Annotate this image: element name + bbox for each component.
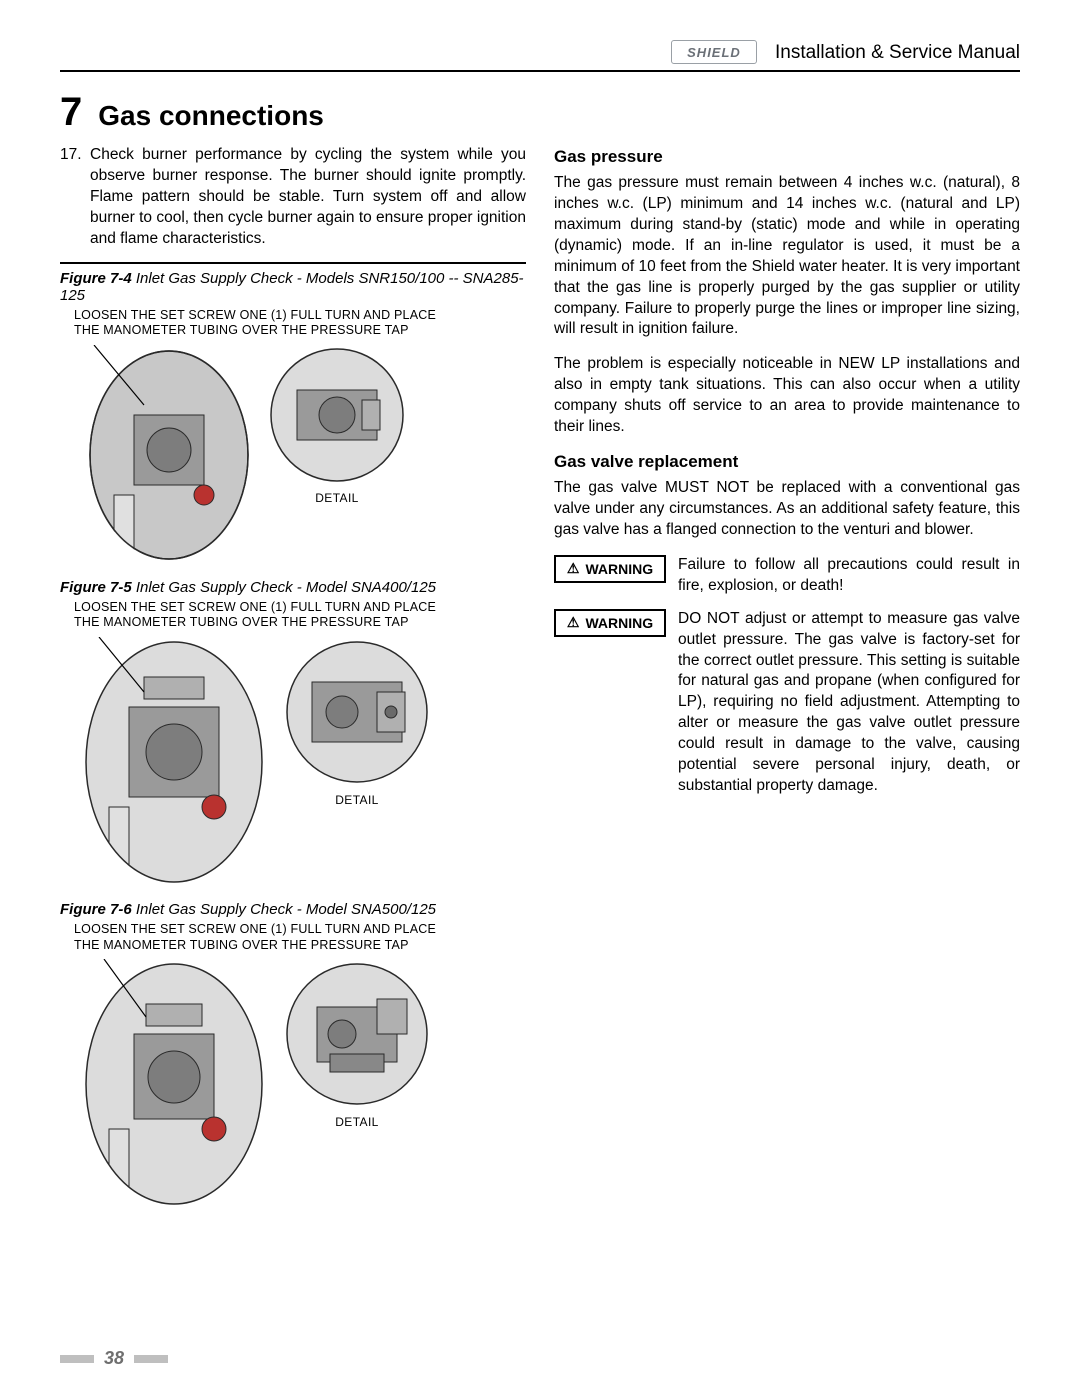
figure-7-4-main-drawing — [74, 345, 249, 565]
figure-label: Figure 7-4 — [60, 270, 132, 287]
warning-icon: ⚠ — [567, 614, 580, 631]
warning-text: Failure to follow all precautions could … — [678, 555, 1020, 597]
heading-gas-valve-replacement: Gas valve replacement — [554, 452, 1020, 472]
chapter-heading: 7 Gas connections — [60, 90, 1020, 135]
figure-title: Inlet Gas Supply Check - Model SNA400/12… — [136, 579, 436, 596]
warning-badge: ⚠ WARNING — [554, 609, 666, 637]
footer-bar-right — [134, 1355, 168, 1363]
warning-1: ⚠ WARNING Failure to follow all precauti… — [554, 555, 1020, 597]
warning-2: ⚠ WARNING DO NOT adjust or attempt to me… — [554, 609, 1020, 797]
para-gas-pressure-1: The gas pressure must remain between 4 i… — [554, 173, 1020, 340]
step-number: 17. — [60, 145, 82, 250]
figure-label: Figure 7-6 — [60, 901, 132, 918]
page-header: SHIELD Installation & Service Manual — [60, 40, 1020, 72]
figure-7-6-main-drawing — [74, 959, 264, 1209]
detail-label: DETAIL — [335, 793, 379, 807]
figure-7-5-detail-drawing — [282, 637, 432, 787]
heading-gas-pressure: Gas pressure — [554, 147, 1020, 167]
figure-7-4-caption: Figure 7-4 Inlet Gas Supply Check - Mode… — [60, 270, 526, 304]
step-17: 17. Check burner performance by cycling … — [60, 145, 526, 250]
warning-label: WARNING — [585, 615, 653, 631]
figure-title: Inlet Gas Supply Check - Model SNA500/12… — [136, 901, 436, 918]
warning-label: WARNING — [585, 561, 653, 577]
manual-title: Installation & Service Manual — [775, 42, 1020, 64]
figure-7-6-row: DETAIL — [74, 959, 526, 1209]
footer-bar-left — [60, 1355, 94, 1363]
detail-label: DETAIL — [335, 1115, 379, 1129]
figure-7-5-row: DETAIL — [74, 637, 526, 887]
figure-7-5-main-drawing — [74, 637, 264, 887]
page-footer: 38 — [60, 1348, 168, 1369]
figure-7-4-row: DETAIL — [74, 345, 526, 565]
detail-label: DETAIL — [315, 491, 359, 505]
left-column: 17. Check burner performance by cycling … — [60, 145, 526, 1223]
chapter-number: 7 — [60, 90, 82, 135]
warning-icon: ⚠ — [567, 560, 580, 577]
figure-7-6-caption: Figure 7-6 Inlet Gas Supply Check - Mode… — [60, 901, 526, 918]
chapter-title: Gas connections — [98, 100, 324, 132]
right-column: Gas pressure The gas pressure must remai… — [554, 145, 1020, 1223]
para-gas-valve-1: The gas valve MUST NOT be replaced with … — [554, 478, 1020, 541]
brand-logo: SHIELD — [671, 40, 757, 64]
para-gas-pressure-2: The problem is especially noticeable in … — [554, 354, 1020, 438]
figure-7-5-caption: Figure 7-5 Inlet Gas Supply Check - Mode… — [60, 579, 526, 596]
divider — [60, 262, 526, 264]
warning-text: DO NOT adjust or attempt to measure gas … — [678, 609, 1020, 797]
page-number: 38 — [104, 1348, 124, 1369]
figure-7-6-note: LOOSEN THE SET SCREW ONE (1) FULL TURN A… — [74, 922, 454, 953]
figure-7-4-detail-drawing — [267, 345, 407, 485]
figure-7-6-detail-drawing — [282, 959, 432, 1109]
step-text: Check burner performance by cycling the … — [90, 145, 526, 250]
figure-7-4-note: LOOSEN THE SET SCREW ONE (1) FULL TURN A… — [74, 308, 454, 339]
figure-7-5-note: LOOSEN THE SET SCREW ONE (1) FULL TURN A… — [74, 600, 454, 631]
figure-label: Figure 7-5 — [60, 579, 132, 596]
warning-badge: ⚠ WARNING — [554, 555, 666, 583]
